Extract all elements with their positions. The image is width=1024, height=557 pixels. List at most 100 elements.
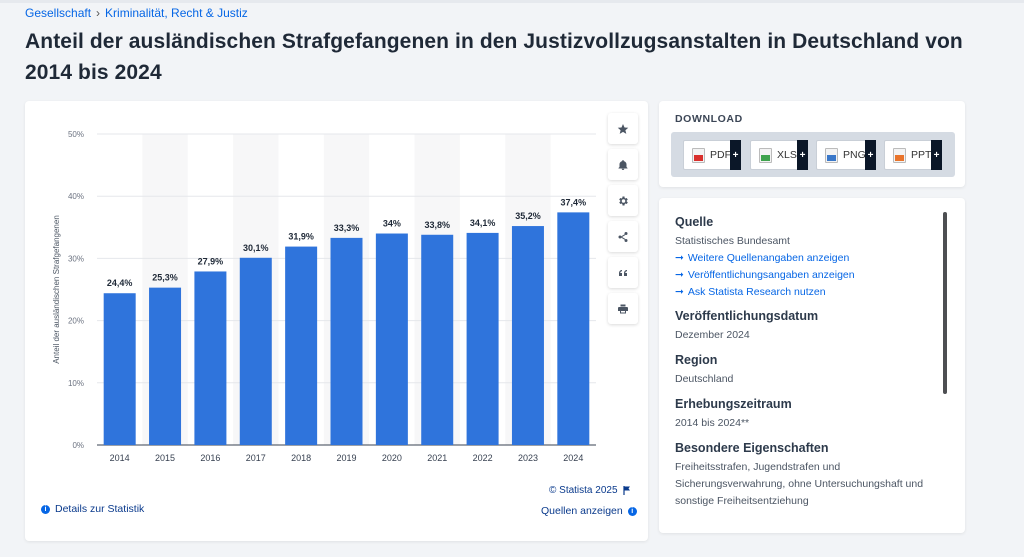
details-link[interactable]: i Details zur Statistik xyxy=(41,503,144,515)
x-tick-label: 2017 xyxy=(246,453,266,463)
region-section: Region Deutschland xyxy=(675,353,930,388)
bell-icon xyxy=(618,159,628,170)
copyright[interactable]: © Statista 2025 xyxy=(549,485,631,496)
x-tick-label: 2022 xyxy=(473,453,493,463)
data-label: 33,3% xyxy=(334,223,360,233)
region-heading: Region xyxy=(675,353,718,367)
source-section: Quelle Statistisches Bundesamt ➞ Weitere … xyxy=(675,215,930,301)
sources-label: Quellen anzeigen xyxy=(541,505,623,517)
special-properties-value: Freiheitsstrafen, Jugendstrafen und Sich… xyxy=(675,461,924,507)
share-icon xyxy=(618,231,628,242)
breadcrumb-separator: › xyxy=(96,6,101,20)
print-button[interactable] xyxy=(608,293,638,324)
data-label: 27,9% xyxy=(198,256,224,266)
plus-icon: + xyxy=(797,140,808,170)
download-png-button[interactable]: PNG + xyxy=(816,140,876,170)
scrollbar[interactable] xyxy=(943,212,947,394)
data-label: 37,4% xyxy=(561,197,587,207)
flag-icon xyxy=(622,486,630,495)
data-label: 30,1% xyxy=(243,243,269,253)
publication-date-section: Veröffentlichungsdatum Dezember 2024 xyxy=(675,309,930,344)
xls-file-icon xyxy=(759,147,772,163)
x-tick-label: 2016 xyxy=(200,453,220,463)
breadcrumb-item-gesellschaft[interactable]: Gesellschaft xyxy=(25,6,92,20)
bar-chart: 0% 10% 20% 30% 40% 50% Anteil der ausländische… xyxy=(52,130,596,463)
x-tick-label: 2014 xyxy=(110,453,130,463)
arrow-right-icon: ➞ xyxy=(675,286,684,298)
survey-period-value: 2014 bis 2024** xyxy=(675,417,750,429)
star-icon xyxy=(617,123,629,134)
ppt-file-icon xyxy=(893,147,906,163)
survey-period-section: Erhebungszeitraum 2014 bis 2024** xyxy=(675,397,930,432)
info-icon: i xyxy=(41,504,50,514)
arrow-right-icon: ➞ xyxy=(675,252,684,264)
data-label: 25,3% xyxy=(152,273,178,283)
publication-info-link[interactable]: ➞ Veröffentlichungsangaben anzeigen xyxy=(675,267,930,284)
x-tick-label: 2023 xyxy=(518,453,538,463)
share-button[interactable] xyxy=(608,221,638,252)
y-tick-label: 30% xyxy=(68,254,84,263)
x-tick-label: 2020 xyxy=(382,453,402,463)
download-tray: PDF + XLS + PNG + PPT + xyxy=(671,132,955,177)
download-xls-label: XLS xyxy=(777,149,797,161)
source-heading: Quelle xyxy=(675,215,714,229)
gear-icon xyxy=(619,196,628,205)
pdf-file-icon xyxy=(692,147,705,163)
notification-button[interactable] xyxy=(608,149,638,180)
chart-toolbar xyxy=(608,113,640,324)
y-tick-label: 0% xyxy=(72,441,84,450)
bar xyxy=(194,271,227,445)
data-label: 34% xyxy=(383,219,401,229)
publication-date-heading: Veröffentlichungsdatum xyxy=(675,309,819,323)
region-value: Deutschland xyxy=(675,373,734,385)
y-tick-label: 20% xyxy=(68,317,84,326)
ask-research-link[interactable]: ➞ Ask Statista Research nutzen xyxy=(675,284,930,301)
bar xyxy=(466,232,499,445)
more-sources-link[interactable]: ➞ Weitere Quellenangaben anzeigen xyxy=(675,250,930,267)
more-sources-label: Weitere Quellenangaben anzeigen xyxy=(687,252,850,264)
bar xyxy=(285,246,318,445)
details-label: Details zur Statistik xyxy=(55,503,145,515)
plus-icon: + xyxy=(931,140,942,170)
special-properties-section: Besondere Eigenschaften Freiheitsstrafen… xyxy=(675,441,930,510)
top-border xyxy=(0,0,1024,3)
breadcrumb-item-kriminalitaet[interactable]: Kriminalität, Recht & Justiz xyxy=(105,6,248,20)
y-axis-label: Anteil der ausländischen Strafgefangenen xyxy=(52,215,61,364)
plus-icon: + xyxy=(865,140,876,170)
png-file-icon xyxy=(825,147,838,163)
x-tick-label: 2024 xyxy=(563,453,583,463)
download-xls-button[interactable]: XLS + xyxy=(750,140,808,170)
data-label: 34,1% xyxy=(470,218,496,228)
bar xyxy=(511,226,544,445)
data-label: 33,8% xyxy=(424,220,450,230)
source-name: Statistisches Bundesamt xyxy=(675,235,790,247)
special-properties-heading: Besondere Eigenschaften xyxy=(675,441,829,455)
bar xyxy=(149,287,182,445)
print-icon xyxy=(618,304,628,313)
x-tick-label: 2019 xyxy=(336,453,356,463)
plus-icon: + xyxy=(730,140,741,170)
download-pdf-button[interactable]: PDF + xyxy=(683,140,741,170)
data-label: 35,2% xyxy=(515,211,541,221)
download-ppt-label: PPT xyxy=(911,149,932,161)
download-pdf-label: PDF xyxy=(710,149,731,161)
chart-card: 0% 10% 20% 30% 40% 50% Anteil der ausländische… xyxy=(25,101,648,541)
favorite-button[interactable] xyxy=(608,113,638,144)
publication-info-label: Veröffentlichungsangaben anzeigen xyxy=(687,269,855,281)
y-tick-label: 10% xyxy=(68,379,84,388)
page-title: Anteil der ausländischen Strafgefangenen… xyxy=(25,30,963,84)
x-tick-label: 2015 xyxy=(155,453,175,463)
download-ppt-button[interactable]: PPT + xyxy=(884,140,942,170)
cite-button[interactable] xyxy=(608,257,638,288)
bar xyxy=(330,237,363,445)
bar xyxy=(557,212,590,445)
settings-button[interactable] xyxy=(608,185,638,216)
download-card: DOWNLOAD PDF + XLS + PNG + PPT + xyxy=(659,101,965,187)
y-tick-label: 50% xyxy=(68,130,84,139)
bar xyxy=(103,293,136,445)
copyright-label: © Statista 2025 xyxy=(549,485,618,496)
sources-link[interactable]: Quellen anzeigen i xyxy=(541,505,637,517)
bar xyxy=(239,257,272,445)
data-label: 31,9% xyxy=(288,232,314,242)
data-label: 24,4% xyxy=(107,278,133,288)
